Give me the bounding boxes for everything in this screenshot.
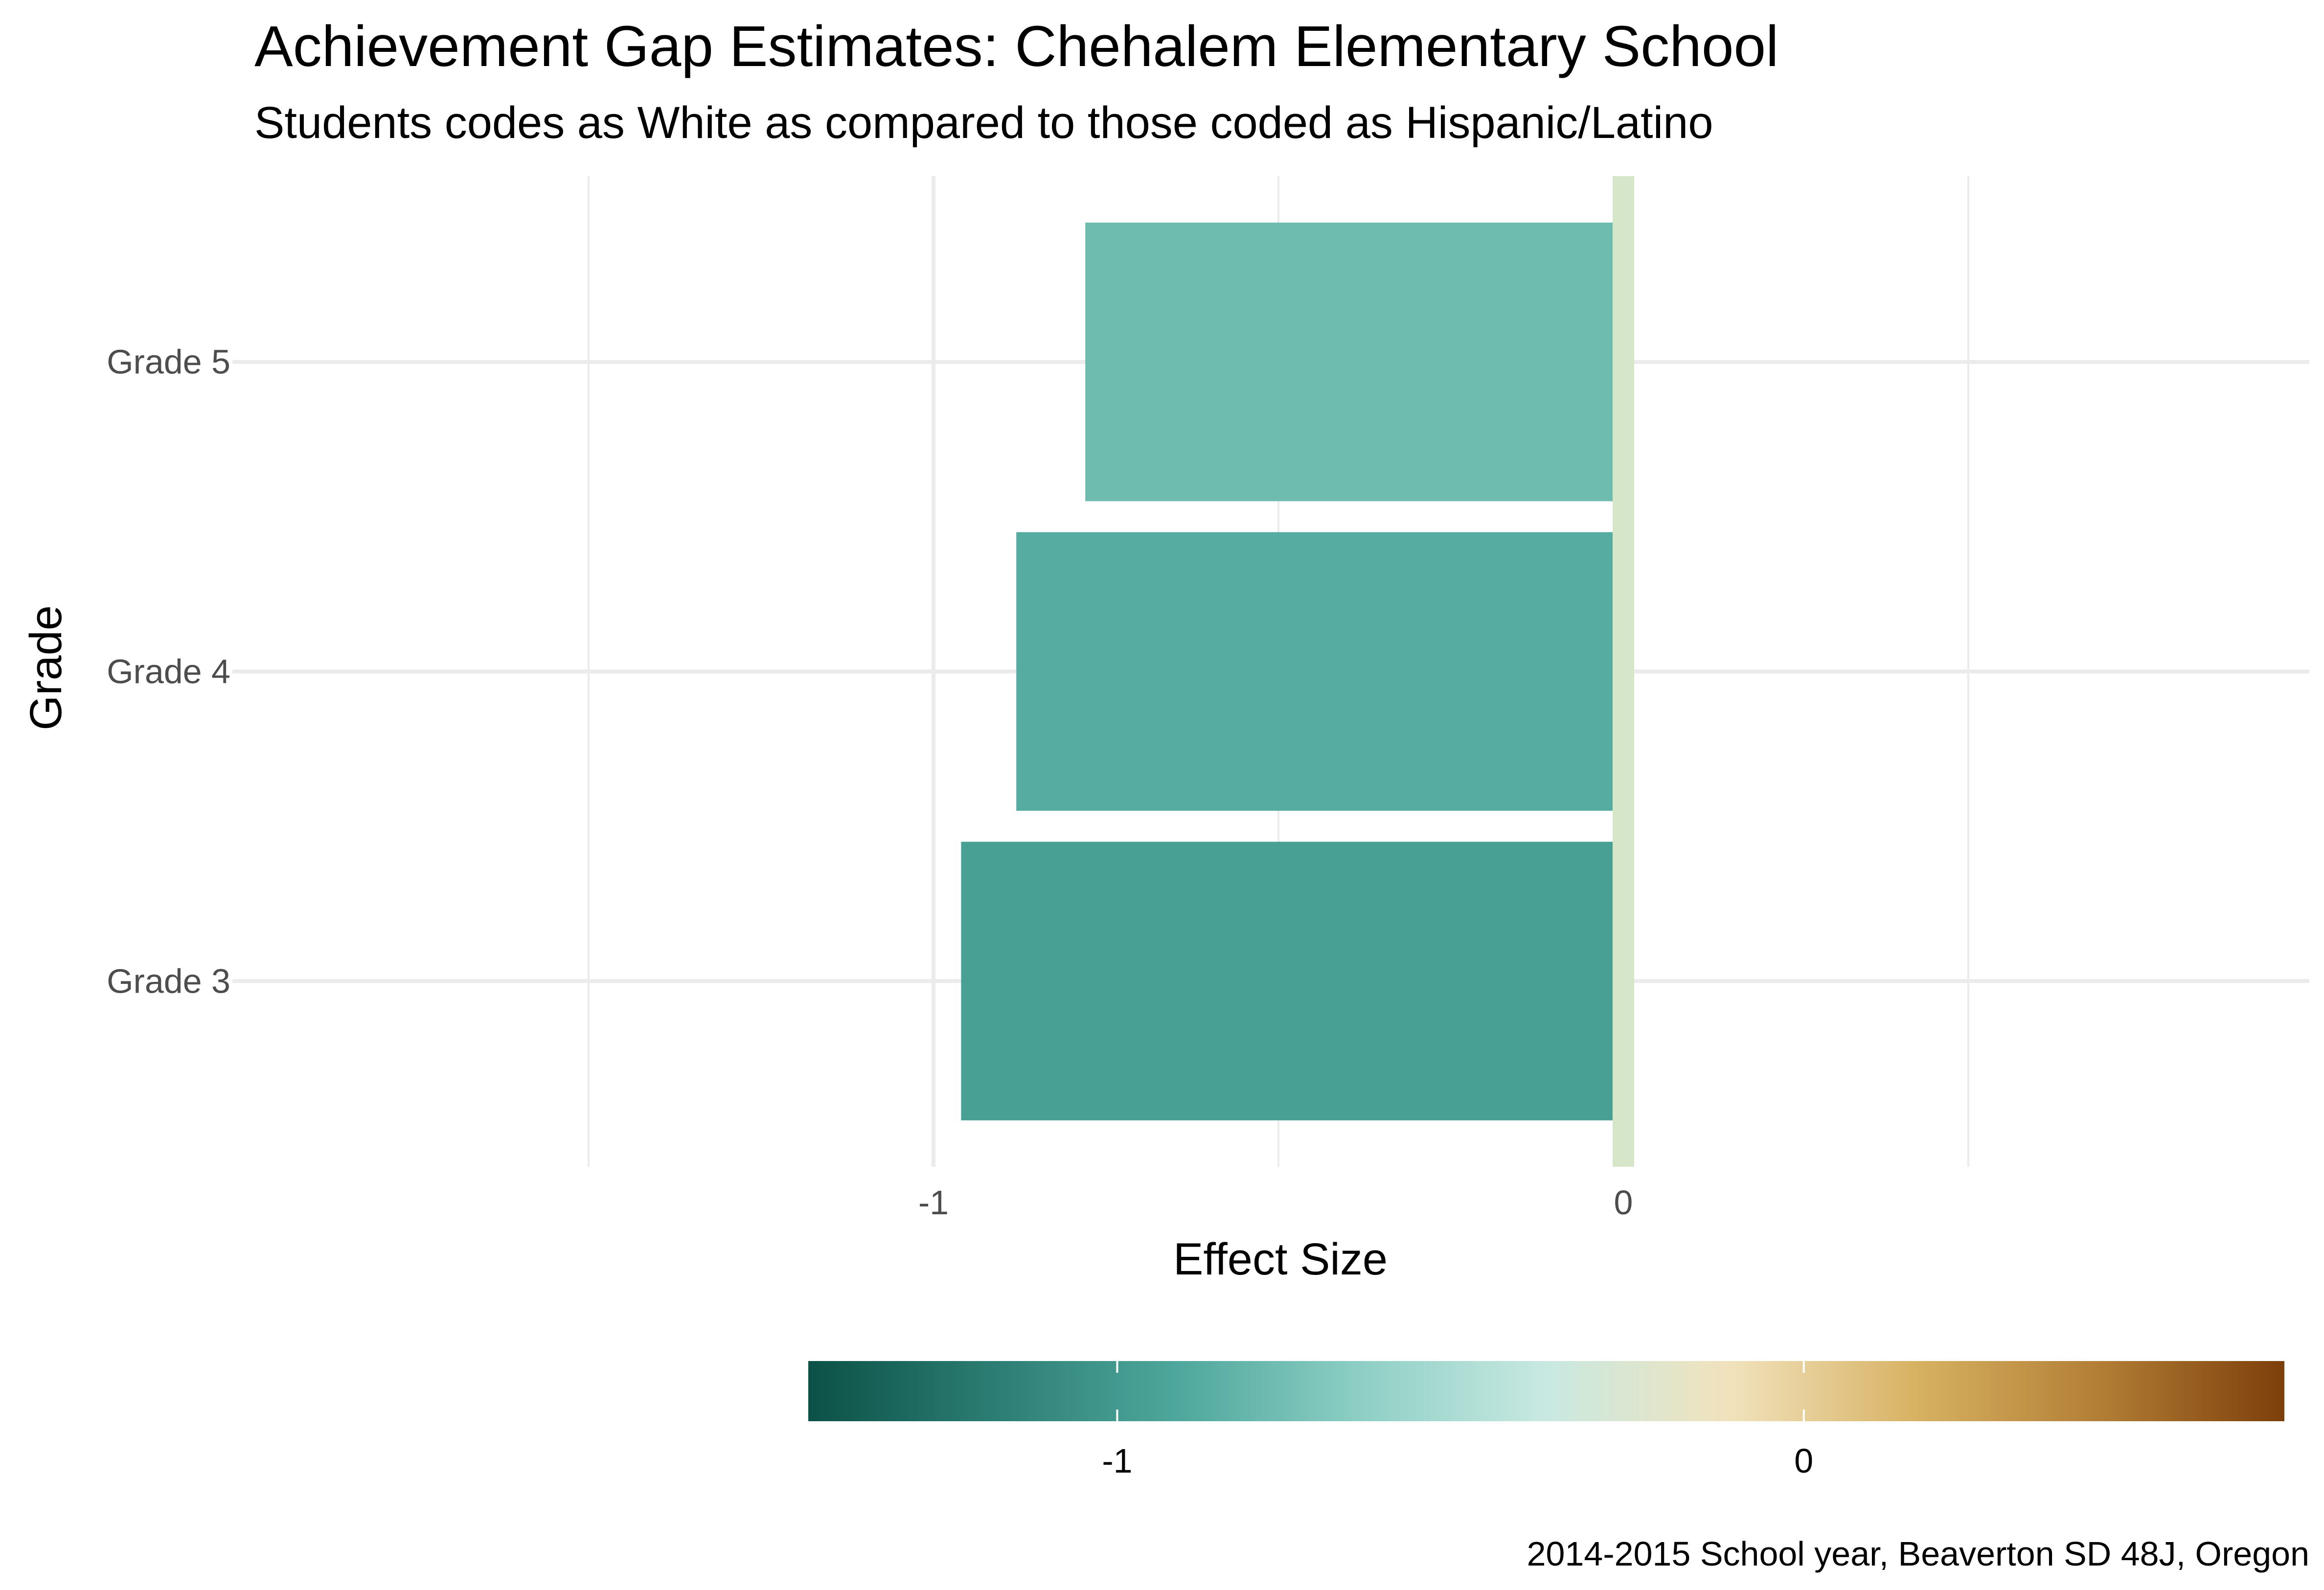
x-tick-label: -1 [918, 1183, 949, 1222]
x-axis-ticks: -1 0 [918, 1183, 1633, 1222]
x-axis-title: Effect Size [1173, 1234, 1388, 1284]
colorbar-tick-label: -1 [1102, 1442, 1132, 1480]
colorbar-tick-label: 0 [1794, 1442, 1813, 1480]
colorbar-legend: -1 0 [808, 1361, 2284, 1480]
colorbar-ticks: -1 0 [1102, 1361, 1813, 1480]
chart-subtitle: Students codes as White as compared to t… [254, 98, 1713, 148]
y-tick-label: Grade 4 [107, 653, 230, 691]
bars [961, 222, 1623, 1121]
bar-grade-3 [961, 841, 1623, 1121]
chart-caption: 2014-2015 School year, Beaverton SD 48J,… [1527, 1535, 2309, 1573]
bar-grade-4 [1016, 532, 1623, 811]
chart-title: Achievement Gap Estimates: Chehalem Elem… [254, 14, 1778, 79]
y-tick-label: Grade 5 [107, 343, 230, 381]
x-tick-label: 0 [1614, 1183, 1633, 1222]
y-axis-ticks: Grade 3 Grade 4 Grade 5 [107, 343, 230, 1000]
zero-reference [1613, 176, 1634, 1167]
bar-grade-5 [1085, 222, 1623, 501]
zero-reference-line [1613, 176, 1634, 1167]
y-axis-title: Grade [21, 605, 71, 730]
colorbar [808, 1361, 2284, 1421]
y-tick-label: Grade 3 [107, 962, 230, 1000]
